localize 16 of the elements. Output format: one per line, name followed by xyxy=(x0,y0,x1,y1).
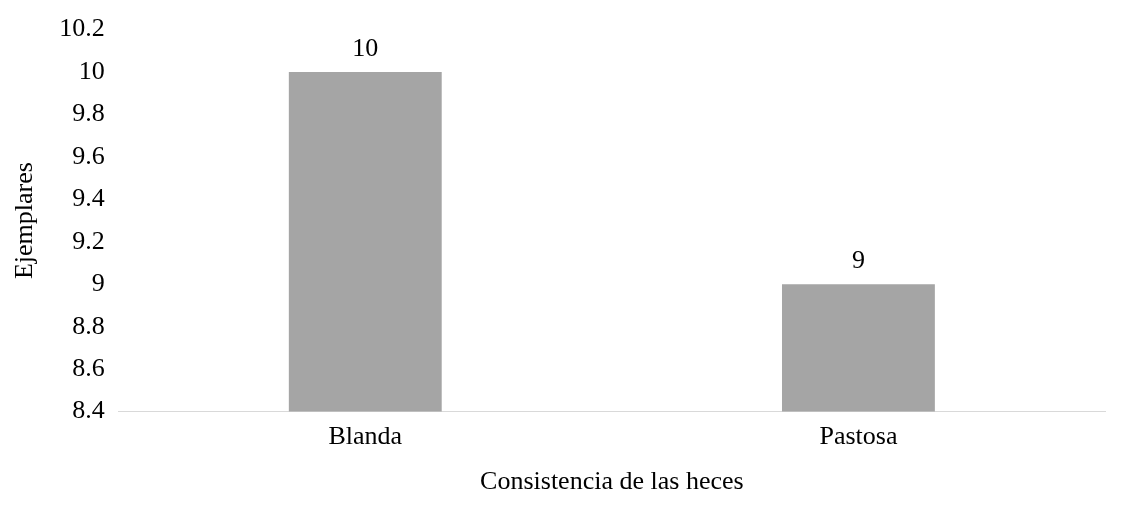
x-tick-label: Pastosa xyxy=(819,421,898,451)
y-tick-label: 9.8 xyxy=(72,98,105,128)
y-tick-label: 8.6 xyxy=(72,352,105,382)
y-tick-label: 9.6 xyxy=(72,140,105,170)
x-tick-label: Blanda xyxy=(328,421,403,451)
y-tick-label: 9.4 xyxy=(72,183,105,213)
y-tick-label: 9.2 xyxy=(72,225,105,255)
y-axis-title: Ejemplares xyxy=(9,162,39,280)
y-tick-label: 8.4 xyxy=(72,395,105,425)
y-tick-label: 10.2 xyxy=(59,13,105,43)
data-label: 9 xyxy=(851,245,865,275)
y-tick-label: 8.8 xyxy=(72,310,105,340)
data-label: 10 xyxy=(352,32,379,62)
x-axis-title: Consistencia de las heces xyxy=(480,466,744,496)
y-tick-label: 10 xyxy=(78,55,105,85)
y-tick-label: 9 xyxy=(91,268,105,298)
